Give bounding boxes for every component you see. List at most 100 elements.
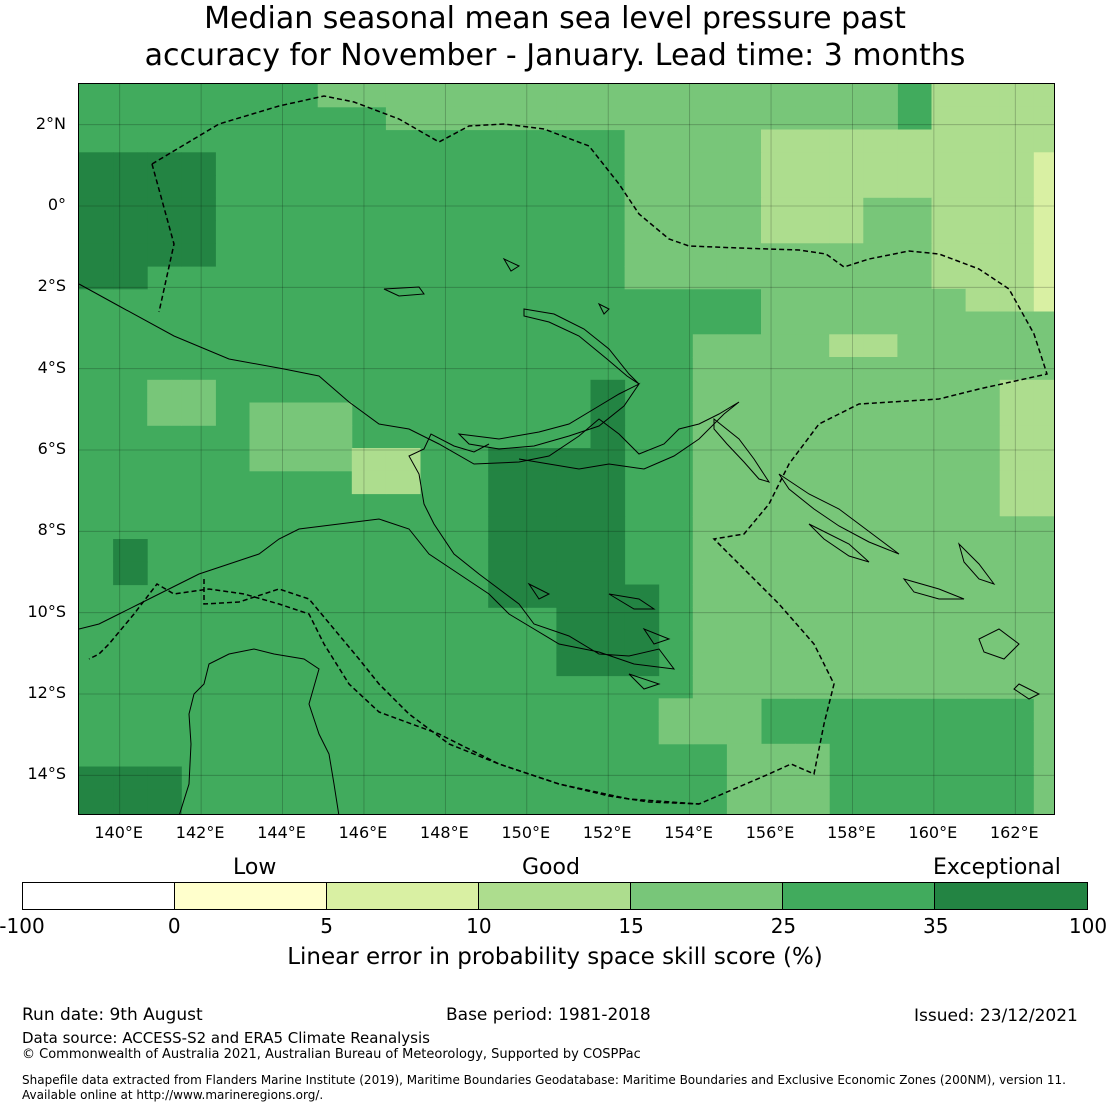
skill-cell	[590, 402, 626, 426]
skill-cell	[147, 402, 182, 426]
skill-cell	[829, 311, 864, 335]
skill-cell	[1033, 425, 1054, 449]
skill-cell	[897, 470, 932, 495]
skill-cell	[658, 129, 694, 153]
skill-cell	[931, 402, 967, 426]
skill-cell	[726, 448, 762, 472]
skill-cell	[726, 129, 762, 153]
skill-cell	[965, 448, 1001, 472]
skill-cell	[795, 106, 830, 131]
skill-cell	[726, 357, 762, 381]
skill-cell	[761, 493, 796, 517]
skill-cell	[488, 470, 523, 495]
skill-cell	[726, 721, 762, 745]
skill-cell	[726, 561, 762, 586]
cape-york-coastline	[179, 648, 340, 814]
skill-cell	[863, 334, 898, 358]
skill-cell	[624, 84, 660, 108]
skill-cell	[897, 334, 932, 358]
skill-cell	[829, 561, 864, 586]
skill-cell	[692, 561, 728, 586]
skill-cell	[863, 630, 898, 654]
skill-cell	[658, 721, 694, 745]
skill-cell	[999, 197, 1035, 222]
skill-cell	[1033, 357, 1054, 381]
manus-coastline	[383, 257, 610, 315]
skill-cell	[761, 402, 796, 426]
skill-cell	[79, 197, 114, 222]
skill-cell	[590, 561, 626, 586]
skill-cell	[795, 129, 830, 153]
skill-cell	[181, 243, 216, 267]
skill-cell	[999, 220, 1035, 244]
skill-cell	[863, 129, 898, 153]
skill-cell	[965, 266, 1001, 290]
data-source: Data source: ACCESS-S2 and ERA5 Climate …	[22, 1029, 430, 1047]
skill-cell	[590, 539, 626, 563]
skill-cell	[795, 766, 830, 790]
skill-cell	[965, 152, 1001, 176]
skill-cell	[692, 675, 728, 699]
map-title: Median seasonal mean sea level pressure …	[0, 0, 1110, 74]
longitude-tick-label: 158°E	[827, 823, 876, 842]
skill-cell	[181, 152, 216, 176]
skill-cell	[726, 425, 762, 449]
skill-cell	[931, 288, 967, 313]
skill-cell	[624, 106, 660, 131]
skill-cell	[1033, 493, 1054, 517]
skill-cell	[863, 311, 898, 335]
colorbar-segment	[631, 883, 783, 909]
colorbar-segment	[175, 883, 327, 909]
skill-cell	[726, 152, 762, 176]
skill-cell	[658, 197, 694, 222]
skill-cell	[726, 106, 762, 131]
skill-cell	[965, 470, 1001, 495]
skill-cell	[1033, 266, 1054, 290]
skill-cell	[113, 243, 148, 267]
skill-cell	[1033, 197, 1054, 222]
skill-cell	[965, 607, 1001, 631]
skill-cell	[1033, 698, 1054, 722]
skill-cell	[556, 630, 591, 654]
longitude-tick-label: 140°E	[94, 823, 144, 842]
shapefile-credit-line-2: Available online at http://www.marinereg…	[22, 1088, 324, 1102]
skill-cell	[556, 584, 591, 608]
skill-cell	[931, 197, 967, 222]
skill-cell	[113, 789, 148, 813]
skill-cell	[624, 152, 660, 176]
colorbar-category-good: Good	[522, 855, 580, 880]
skill-cell	[1033, 789, 1054, 813]
skill-cell	[761, 84, 796, 108]
coastlines	[79, 257, 1041, 814]
skill-cell	[317, 448, 353, 472]
issued-date: Issued: 23/12/2021	[914, 1006, 1078, 1026]
skill-cell	[488, 584, 523, 608]
skill-cell	[522, 493, 557, 517]
skill-cell	[522, 584, 557, 608]
skill-cell	[726, 379, 762, 404]
skill-cell	[113, 152, 148, 176]
skill-cell	[761, 630, 796, 654]
skill-cell	[999, 266, 1035, 290]
skill-cell	[897, 402, 932, 426]
skill-cell	[624, 129, 660, 153]
skill-cell	[897, 197, 932, 222]
skill-cell	[385, 106, 421, 131]
skill-cell	[863, 175, 898, 199]
skill-cell	[795, 675, 830, 699]
skill-cell	[863, 106, 898, 131]
skill-cell	[931, 516, 967, 540]
skill-cell	[692, 84, 728, 108]
skill-cell	[863, 243, 898, 267]
skill-cell	[965, 493, 1001, 517]
skill-cell	[965, 675, 1001, 699]
skill-cell	[692, 106, 728, 131]
skill-cell	[692, 425, 728, 449]
skill-cell	[863, 379, 898, 404]
skill-cell	[863, 652, 898, 677]
skill-cell	[556, 493, 591, 517]
skill-cell	[931, 220, 967, 244]
skill-cell	[795, 220, 830, 244]
skill-cell	[692, 721, 728, 745]
skill-cell	[965, 220, 1001, 244]
